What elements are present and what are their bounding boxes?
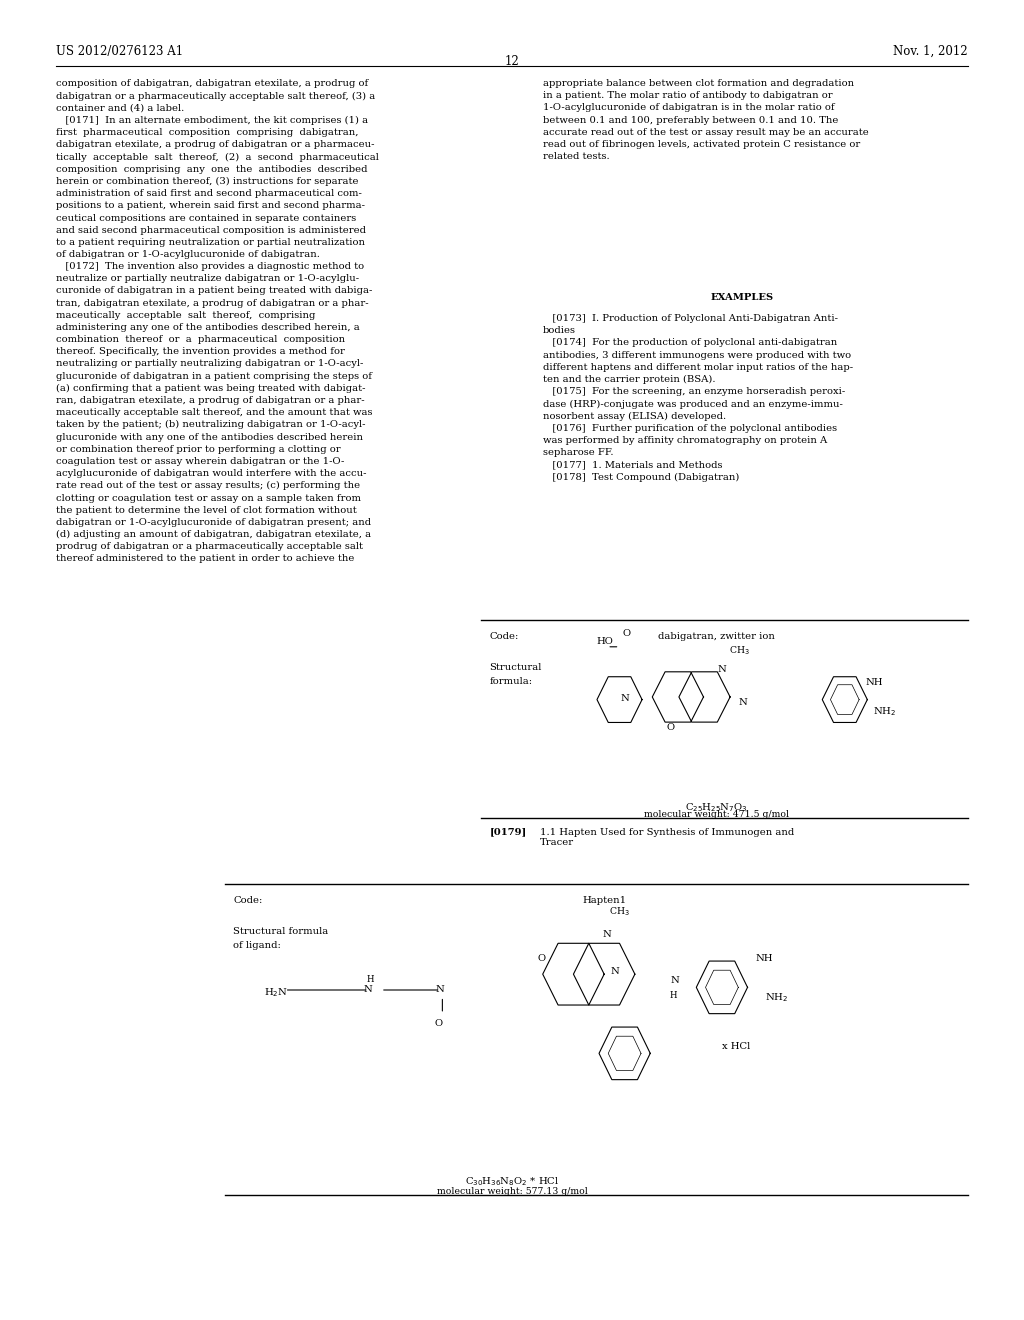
Text: O: O: [623, 630, 631, 638]
Text: C$_{30}$H$_{36}$N$_8$O$_2$ * HCl: C$_{30}$H$_{36}$N$_8$O$_2$ * HCl: [465, 1175, 559, 1188]
Text: formula:: formula:: [489, 677, 532, 686]
Text: Structural: Structural: [489, 663, 542, 672]
Text: N: N: [738, 698, 746, 706]
Text: NH: NH: [756, 954, 773, 962]
Text: H: H: [367, 975, 374, 983]
Text: composition of dabigatran, dabigatran etexilate, a prodrug of
dabigatran or a ph: composition of dabigatran, dabigatran et…: [56, 79, 379, 564]
Text: N: N: [621, 694, 629, 702]
Text: N: N: [610, 968, 618, 975]
Text: H: H: [670, 991, 677, 999]
Text: of ligand:: of ligand:: [233, 941, 282, 950]
Text: dabigatran, zwitter ion: dabigatran, zwitter ion: [658, 632, 775, 642]
Text: O: O: [667, 723, 675, 731]
Text: US 2012/0276123 A1: US 2012/0276123 A1: [56, 45, 183, 58]
Text: CH$_3$: CH$_3$: [729, 644, 750, 657]
Text: Nov. 1, 2012: Nov. 1, 2012: [893, 45, 968, 58]
Text: Structural formula: Structural formula: [233, 927, 329, 936]
Text: N: N: [671, 977, 680, 985]
Text: [0173]  I. Production of Polyclonal Anti-Dabigatran Anti-
bodies
   [0174]  For : [0173] I. Production of Polyclonal Anti-…: [543, 314, 853, 482]
Text: N: N: [435, 986, 444, 994]
Text: x HCl: x HCl: [722, 1043, 751, 1051]
Text: O: O: [434, 1019, 442, 1027]
Text: N: N: [364, 986, 373, 994]
Text: Code:: Code:: [233, 896, 263, 906]
Text: NH$_2$: NH$_2$: [873, 705, 897, 718]
Text: appropriate balance between clot formation and degradation
in a patient. The mol: appropriate balance between clot formati…: [543, 79, 868, 161]
Text: molecular weight: 471.5 g/mol: molecular weight: 471.5 g/mol: [644, 810, 790, 820]
Text: HO: HO: [596, 638, 612, 645]
Text: EXAMPLES: EXAMPLES: [711, 293, 774, 302]
Text: 12: 12: [505, 55, 519, 69]
Text: 1.1 Hapten Used for Synthesis of Immunogen and
Tracer: 1.1 Hapten Used for Synthesis of Immunog…: [540, 828, 794, 847]
Text: N: N: [718, 665, 726, 673]
Text: Hapten1: Hapten1: [582, 896, 627, 906]
Text: H$_2$N: H$_2$N: [264, 986, 288, 999]
Text: Code:: Code:: [489, 632, 519, 642]
Text: NH: NH: [865, 678, 883, 686]
Text: [0179]: [0179]: [489, 828, 526, 837]
Text: NH$_2$: NH$_2$: [765, 991, 788, 1005]
Text: N: N: [603, 931, 611, 939]
Text: C$_{25}$H$_{25}$N$_7$O$_3$: C$_{25}$H$_{25}$N$_7$O$_3$: [685, 801, 749, 814]
Text: O: O: [538, 954, 546, 962]
Text: molecular weight: 577.13 g/mol: molecular weight: 577.13 g/mol: [436, 1187, 588, 1196]
Text: CH$_3$: CH$_3$: [609, 906, 630, 919]
